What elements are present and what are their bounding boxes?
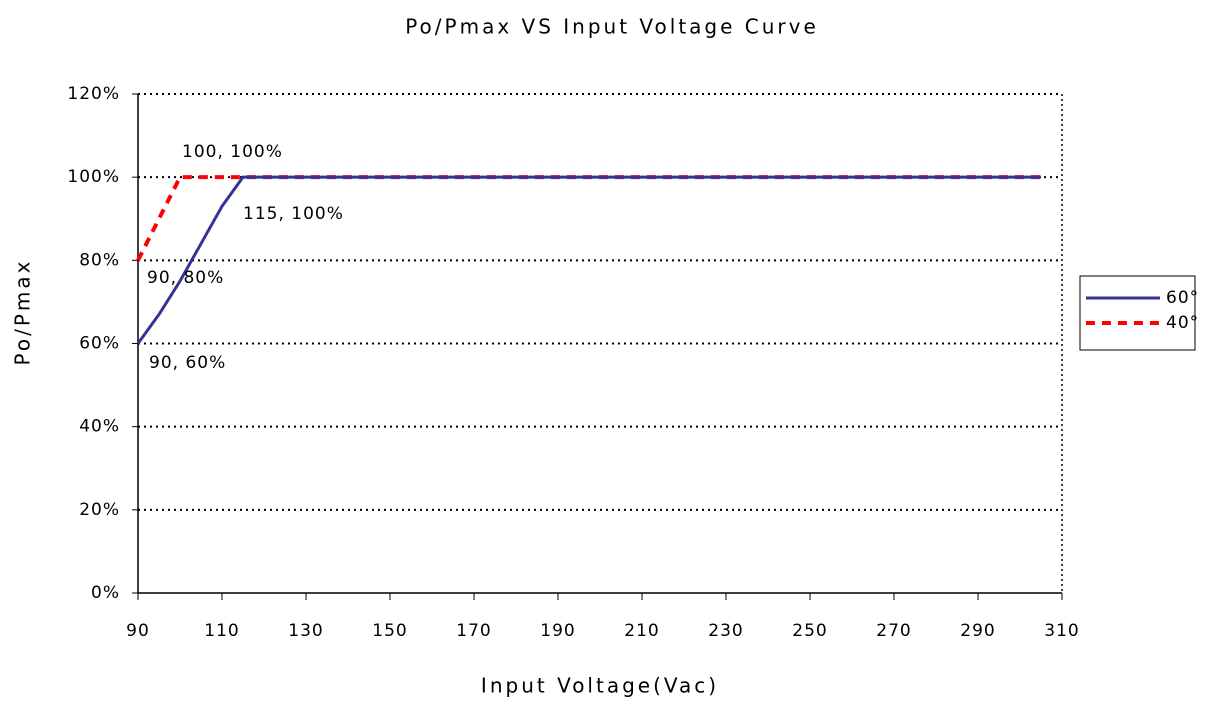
chart-title: Po/Pmax VS Input Voltage Curve <box>405 15 819 39</box>
x-tick-label: 190 <box>540 621 575 641</box>
x-tick-label: 170 <box>456 621 491 641</box>
annotation: 100, 100% <box>182 142 283 162</box>
y-tick-label: 20% <box>79 500 120 520</box>
annotation: 115, 100% <box>243 204 344 224</box>
legend-label: 40° <box>1166 313 1199 333</box>
x-tick-label: 270 <box>876 621 911 641</box>
annotation: 90, 80% <box>147 268 224 288</box>
y-tick-label: 80% <box>79 250 120 270</box>
annotation: 90, 60% <box>149 353 226 373</box>
y-axis-label: Po/Pmax <box>11 259 35 366</box>
legend-label: 60° <box>1166 288 1199 308</box>
x-tick-label: 130 <box>288 621 323 641</box>
y-tick-label: 0% <box>91 583 120 603</box>
x-tick-label: 110 <box>204 621 239 641</box>
x-tick-label: 310 <box>1044 621 1079 641</box>
x-tick-label: 250 <box>792 621 827 641</box>
x-tick-label: 150 <box>372 621 407 641</box>
x-tick-label: 210 <box>624 621 659 641</box>
x-tick-label: 290 <box>960 621 995 641</box>
x-tick-label: 90 <box>126 621 150 641</box>
y-tick-label: 40% <box>79 417 120 437</box>
y-tick-label: 100% <box>67 167 120 187</box>
x-axis-label: Input Voltage(Vac) <box>481 674 719 698</box>
x-tick-label: 230 <box>708 621 743 641</box>
y-tick-label: 120% <box>67 84 120 104</box>
y-tick-label: 60% <box>79 334 120 354</box>
legend-box <box>1079 275 1196 351</box>
series-line <box>136 175 1041 345</box>
